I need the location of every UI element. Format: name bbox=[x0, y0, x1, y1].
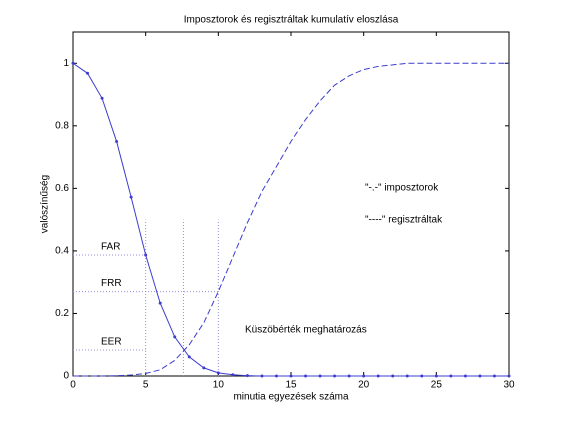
point bbox=[100, 96, 104, 100]
point bbox=[304, 374, 308, 378]
point bbox=[434, 374, 438, 378]
point bbox=[376, 374, 380, 378]
point bbox=[144, 253, 148, 257]
point bbox=[492, 374, 496, 378]
point bbox=[115, 139, 119, 143]
point bbox=[507, 374, 511, 378]
point bbox=[129, 195, 133, 199]
x-tick-label: 5 bbox=[143, 380, 149, 391]
point bbox=[231, 373, 235, 377]
x-tick-label: 10 bbox=[213, 380, 225, 391]
x-tick-label: 30 bbox=[503, 380, 515, 391]
point bbox=[347, 374, 351, 378]
point bbox=[333, 374, 337, 378]
point bbox=[71, 61, 75, 65]
point bbox=[274, 374, 278, 378]
point bbox=[405, 374, 409, 378]
point bbox=[478, 374, 482, 378]
point bbox=[260, 374, 264, 378]
y-tick-label: 0.2 bbox=[55, 308, 69, 319]
point bbox=[362, 374, 366, 378]
y-tick-label: 1 bbox=[63, 58, 69, 69]
point bbox=[216, 371, 220, 375]
point bbox=[187, 355, 191, 359]
x-tick-label: 25 bbox=[431, 380, 443, 391]
series-line bbox=[73, 62, 509, 377]
y-tick-label: 0 bbox=[63, 371, 69, 382]
annotation: FRR bbox=[101, 278, 122, 289]
y-axis-label: valószínűség bbox=[40, 175, 51, 233]
point bbox=[202, 366, 206, 370]
x-axis-label: minutia egyezések száma bbox=[233, 392, 348, 403]
x-tick-label: 0 bbox=[70, 380, 76, 391]
note: Küszöbérték meghatározás bbox=[245, 325, 367, 336]
point bbox=[318, 374, 322, 378]
point bbox=[289, 374, 293, 378]
annotation: EER bbox=[101, 337, 122, 348]
legend-entry: "----" regisztráltak bbox=[365, 215, 443, 226]
point bbox=[158, 301, 162, 305]
annotation: FAR bbox=[101, 242, 120, 253]
point bbox=[86, 71, 90, 75]
x-tick-label: 20 bbox=[358, 380, 370, 391]
point bbox=[391, 374, 395, 378]
y-tick-label: 0.4 bbox=[55, 246, 69, 257]
chart-title: Imposztorok és regisztráltak kumulatív e… bbox=[184, 15, 399, 26]
point bbox=[245, 374, 249, 378]
legend-entry: "-.-" imposztorok bbox=[365, 183, 439, 194]
point bbox=[420, 374, 424, 378]
point bbox=[173, 335, 177, 339]
point bbox=[463, 374, 467, 378]
y-tick-label: 0.8 bbox=[55, 120, 69, 131]
point bbox=[449, 374, 453, 378]
x-tick-label: 15 bbox=[285, 380, 297, 391]
y-tick-label: 0.6 bbox=[55, 183, 69, 194]
